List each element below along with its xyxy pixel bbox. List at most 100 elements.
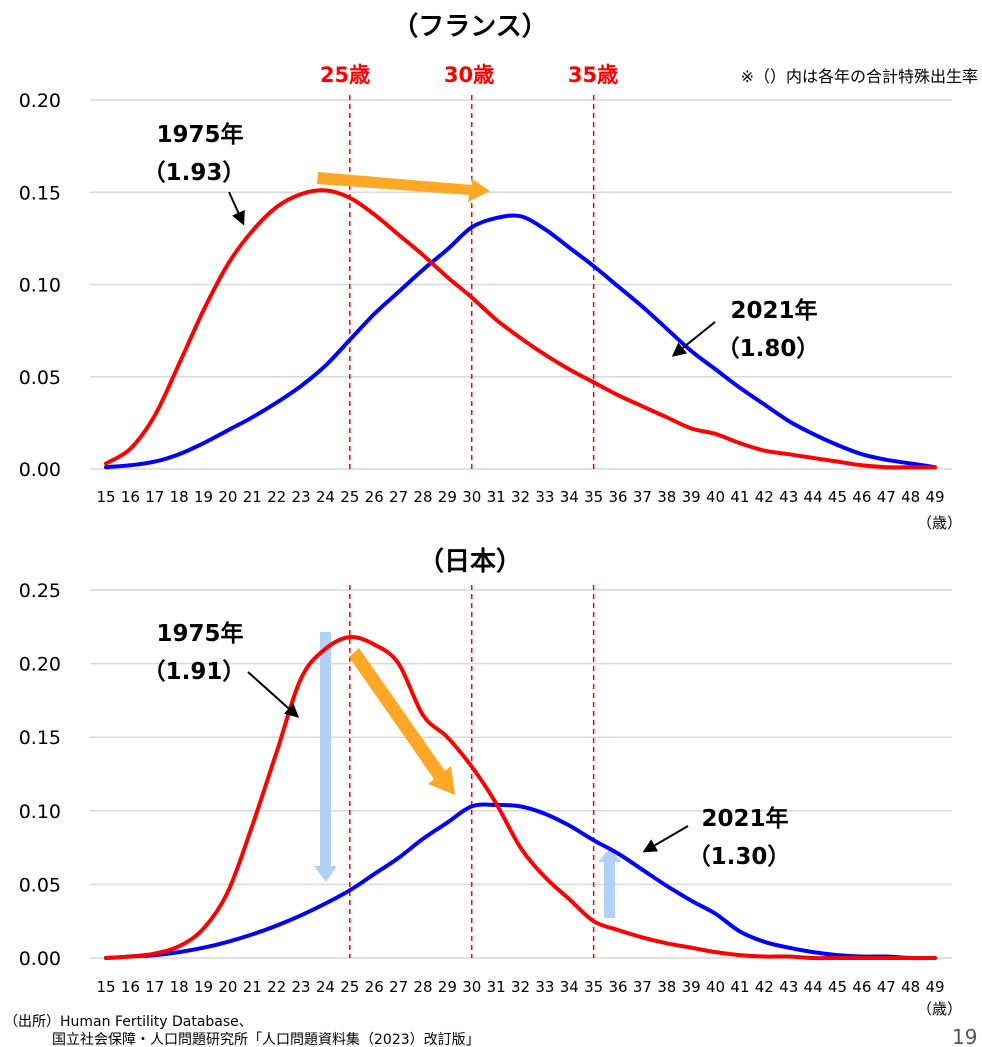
japan-x-tick-label: 30 <box>462 978 481 996</box>
young-decline-arrow <box>314 632 337 882</box>
japan-x-tick-label: 24 <box>316 978 335 996</box>
japan-y-tick-label: 0.15 <box>19 727 61 749</box>
japan-x-tick-label: 15 <box>96 978 115 996</box>
japan-x-tick-label: 48 <box>901 978 920 996</box>
france-x-tick-label: 21 <box>243 488 262 506</box>
peak-shift-arrow <box>317 172 490 202</box>
france-x-tick-label: 17 <box>145 488 164 506</box>
france-x-tick-label: 34 <box>560 488 579 506</box>
tfr-note: ※（）内は各年の合計特殊出生率 <box>741 67 978 86</box>
japan-x-tick-label: 17 <box>145 978 164 996</box>
france-gridlines <box>90 99 952 470</box>
france-x-tick-label: 30 <box>462 488 481 506</box>
france-1975-pointer <box>228 191 245 226</box>
japan-series <box>104 635 937 961</box>
older-increase-arrow <box>598 848 621 918</box>
page-number: 19 <box>952 1025 977 1047</box>
japan-x-tick-label: 25 <box>340 978 359 996</box>
japan-x-tick-label: 20 <box>218 978 237 996</box>
japan-y-tick-label: 0.00 <box>19 948 61 970</box>
japan-chart-title: （日本） <box>418 547 522 577</box>
japan-x-axis: 15 16 17 18 19 20 21 22 23 24 25 26 27 28 29 30 31 32 33 34… <box>96 978 944 996</box>
france-y-tick-label: 0.20 <box>19 90 61 112</box>
france-y-tick-label: 0.10 <box>19 275 61 297</box>
japan-x-tick-label: 32 <box>511 978 530 996</box>
japan-x-tick-label: 43 <box>779 978 798 996</box>
japan-x-tick-label: 21 <box>243 978 262 996</box>
japan-2021-tfr: （1.30） <box>688 843 791 870</box>
france-y-axis: 0.00 0.05 0.10 0.15 0.20 <box>19 90 61 481</box>
japan-x-tick-label: 37 <box>633 978 652 996</box>
japan-x-tick-label: 35 <box>584 978 603 996</box>
france-x-tick-label: 24 <box>316 488 335 506</box>
france-x-tick-label: 41 <box>730 488 749 506</box>
france-x-tick-label: 23 <box>292 488 311 506</box>
france-x-tick-label: 27 <box>389 488 408 506</box>
japan-y-tick-label: 0.05 <box>19 874 61 896</box>
japan-x-tick-label: 29 <box>438 978 457 996</box>
japan-x-tick-label: 45 <box>828 978 847 996</box>
france-x-tick-label: 19 <box>194 488 213 506</box>
france-x-tick-label: 32 <box>511 488 530 506</box>
france-x-tick-label: 43 <box>779 488 798 506</box>
japan-y-axis: 0.00 0.05 0.10 0.15 0.20 0.25 <box>19 580 61 970</box>
france-1975-label: 1975年 <box>156 121 243 148</box>
france-2021-label: 2021年 <box>730 297 817 324</box>
age-label-35: 35歳 <box>568 63 618 87</box>
france-chart: （フランス） 25歳 30歳 35歳 ※（）内は各年の合計特殊出生率 0.000… <box>19 12 978 532</box>
france-x-tick-label: 28 <box>413 488 432 506</box>
japan-x-tick-label: 23 <box>292 978 311 996</box>
japan-x-tick-label: 38 <box>657 978 676 996</box>
japan-gridlines <box>90 589 952 959</box>
france-x-tick-label: 35 <box>584 488 603 506</box>
japan-x-tick-label: 49 <box>925 978 944 996</box>
france-2021-tfr: （1.80） <box>717 335 820 362</box>
japan-x-tick-label: 42 <box>755 978 774 996</box>
source-line-2: 国立社会保障・人口問題研究所「人口問題資料集（2023）改訂版」 <box>52 1031 480 1047</box>
japan-x-tick-label: 34 <box>560 978 579 996</box>
france-x-tick-label: 40 <box>706 488 725 506</box>
france-y-tick-label: 0.05 <box>19 367 61 389</box>
japan-x-unit: （歳） <box>917 1000 962 1018</box>
japan-x-tick-label: 44 <box>804 978 823 996</box>
japan-y-tick-label: 0.20 <box>19 654 61 676</box>
japan-x-tick-label: 47 <box>877 978 896 996</box>
france-x-tick-label: 39 <box>682 488 701 506</box>
japan-1975-tfr: （1.91） <box>143 658 246 685</box>
japan-age-lines <box>349 585 595 958</box>
france-x-tick-label: 36 <box>608 488 627 506</box>
france-series <box>104 188 937 470</box>
france-x-tick-label: 25 <box>340 488 359 506</box>
age-label-30: 30歳 <box>444 63 494 87</box>
france-x-tick-label: 44 <box>804 488 823 506</box>
japan-x-tick-label: 28 <box>413 978 432 996</box>
france-series-1975-line <box>104 188 937 470</box>
france-x-tick-label: 20 <box>218 488 237 506</box>
japan-x-tick-label: 31 <box>487 978 506 996</box>
france-x-tick-label: 33 <box>535 488 554 506</box>
japan-2021-pointer <box>642 825 689 853</box>
japan-x-tick-label: 16 <box>121 978 140 996</box>
france-series-2021-line <box>104 213 937 470</box>
japan-x-tick-label: 39 <box>682 978 701 996</box>
france-x-tick-label: 29 <box>438 488 457 506</box>
france-x-tick-label: 42 <box>755 488 774 506</box>
japan-x-tick-label: 18 <box>170 978 189 996</box>
france-x-tick-label: 46 <box>852 488 871 506</box>
france-x-tick-label: 26 <box>365 488 384 506</box>
japan-x-tick-label: 27 <box>389 978 408 996</box>
france-x-tick-label: 31 <box>487 488 506 506</box>
japan-1975-label: 1975年 <box>156 620 243 647</box>
france-x-unit: （歳） <box>917 514 962 532</box>
japan-chart: （日本） 0.00 0.05 0.10 0.15 0.20 0.25 15 16 17 18 19… <box>19 547 962 1018</box>
france-y-tick-label: 0.00 <box>19 459 61 481</box>
japan-series-2021-line <box>104 802 937 961</box>
japan-y-tick-label: 0.25 <box>19 580 61 602</box>
france-x-tick-label: 49 <box>925 488 944 506</box>
japan-1975-pointer <box>247 671 300 718</box>
japan-x-tick-label: 36 <box>608 978 627 996</box>
japan-x-tick-label: 40 <box>706 978 725 996</box>
japan-x-tick-label: 26 <box>365 978 384 996</box>
japan-x-tick-label: 22 <box>267 978 286 996</box>
